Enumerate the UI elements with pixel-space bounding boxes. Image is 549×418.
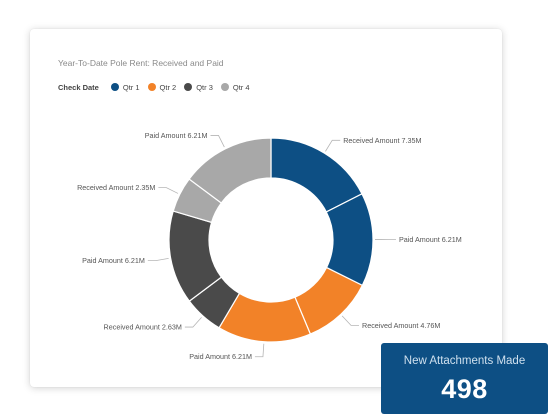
slice-label: Paid Amount 6.21M — [189, 352, 252, 361]
slice-label: Received Amount 4.76M — [362, 321, 440, 330]
slice-label: Received Amount 2.63M — [104, 323, 182, 332]
slice-leader-line — [341, 315, 360, 326]
legend-swatch — [184, 83, 193, 91]
legend-item-qtr3[interactable]: Qtr 3 — [184, 83, 213, 92]
slice-label: Received Amount 2.35M — [77, 183, 155, 192]
legend-item-qtr2[interactable]: Qtr 2 — [147, 82, 177, 92]
legend-label: Qtr 4 — [232, 82, 250, 92]
legend-title: Check Date — [58, 82, 99, 92]
slice-label: Received Amount 7.35M — [343, 136, 421, 145]
slice-label: Paid Amount 6.21M — [82, 256, 145, 265]
slice-leader-line — [254, 343, 265, 358]
legend-item-qtr1[interactable]: Qtr 1 — [110, 82, 140, 92]
chart-legend: Check Date Qtr 1 Qtr 2 Qtr 3 Qtr 4 — [58, 80, 258, 94]
slice-leader-line — [325, 139, 341, 152]
slice-label: Paid Amount 6.21M — [145, 131, 208, 140]
kpi-value: 498 — [441, 374, 488, 404]
slice-leader-line — [158, 187, 179, 194]
legend-swatch — [220, 83, 229, 91]
slice-leader-line — [184, 317, 202, 328]
slice-label: Paid Amount 6.21M — [399, 235, 462, 244]
chart-title: Year-To-Date Pole Rent: Received and Pai… — [58, 58, 224, 68]
legend-item-qtr4[interactable]: Qtr 4 — [220, 82, 250, 92]
legend-label: Qtr 3 — [196, 82, 213, 92]
donut-slice[interactable] — [188, 137, 272, 204]
legend-label: Qtr 1 — [122, 82, 140, 92]
legend-swatch — [147, 83, 156, 91]
kpi-label: New Attachments Made — [403, 355, 526, 367]
legend-swatch — [110, 83, 119, 91]
slice-leader-line — [147, 257, 169, 262]
legend-label: Qtr 2 — [159, 82, 177, 92]
kpi-card: New Attachments Made 498 — [381, 343, 548, 414]
slice-leader-line — [210, 135, 225, 148]
